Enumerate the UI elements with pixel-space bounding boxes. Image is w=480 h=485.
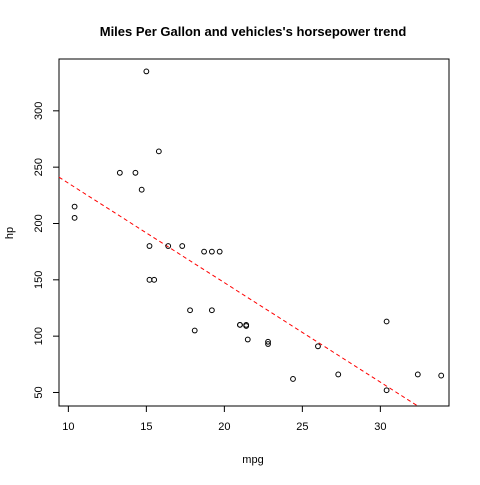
x-tick-label: 30 [374,421,386,433]
data-points [71,68,445,394]
data-point [335,371,342,378]
data-point [383,318,390,325]
data-point [290,376,296,382]
x-tick-label: 20 [218,421,230,433]
data-point [179,243,186,249]
y-tick-label: 150 [33,271,45,289]
y-tick-label: 50 [33,386,45,398]
data-point [191,327,198,334]
data-point [244,336,251,343]
data-point [265,338,271,345]
data-point [138,186,145,193]
data-point [143,68,150,75]
x-tick-label: 10 [62,421,74,433]
data-point [383,387,390,394]
y-tick-label: 250 [33,158,45,176]
x-axis-label: mpg [242,454,263,466]
data-point [151,276,158,283]
data-point [414,371,421,378]
data-point [146,243,153,249]
data-point [201,248,207,255]
y-tick-label: 300 [33,102,45,120]
data-point [237,321,243,328]
data-point [315,343,321,350]
data-point [243,323,250,329]
data-point [116,169,123,176]
y-axis-label: hp [4,227,16,239]
data-point [208,248,215,255]
data-point [216,248,223,255]
x-tick-label: 15 [140,421,152,433]
data-point [208,307,215,314]
chart-title: Miles Per Gallon and vehicles's horsepow… [100,24,407,39]
trend-line [58,176,419,407]
data-point [146,276,153,283]
data-point [265,341,271,347]
y-tick-label: 100 [33,327,45,345]
data-point [438,372,445,379]
data-point [155,148,162,155]
data-point [71,214,78,221]
x-tick-label: 25 [296,421,308,433]
y-axis: 50 100 150 200 250 300 [33,102,60,399]
data-point [71,203,78,210]
data-point [165,243,172,249]
plot-frame [58,58,450,407]
data-point [187,307,193,314]
data-point [132,169,139,176]
x-axis: 10 15 20 25 30 [62,405,386,433]
y-tick-label: 200 [33,214,45,232]
